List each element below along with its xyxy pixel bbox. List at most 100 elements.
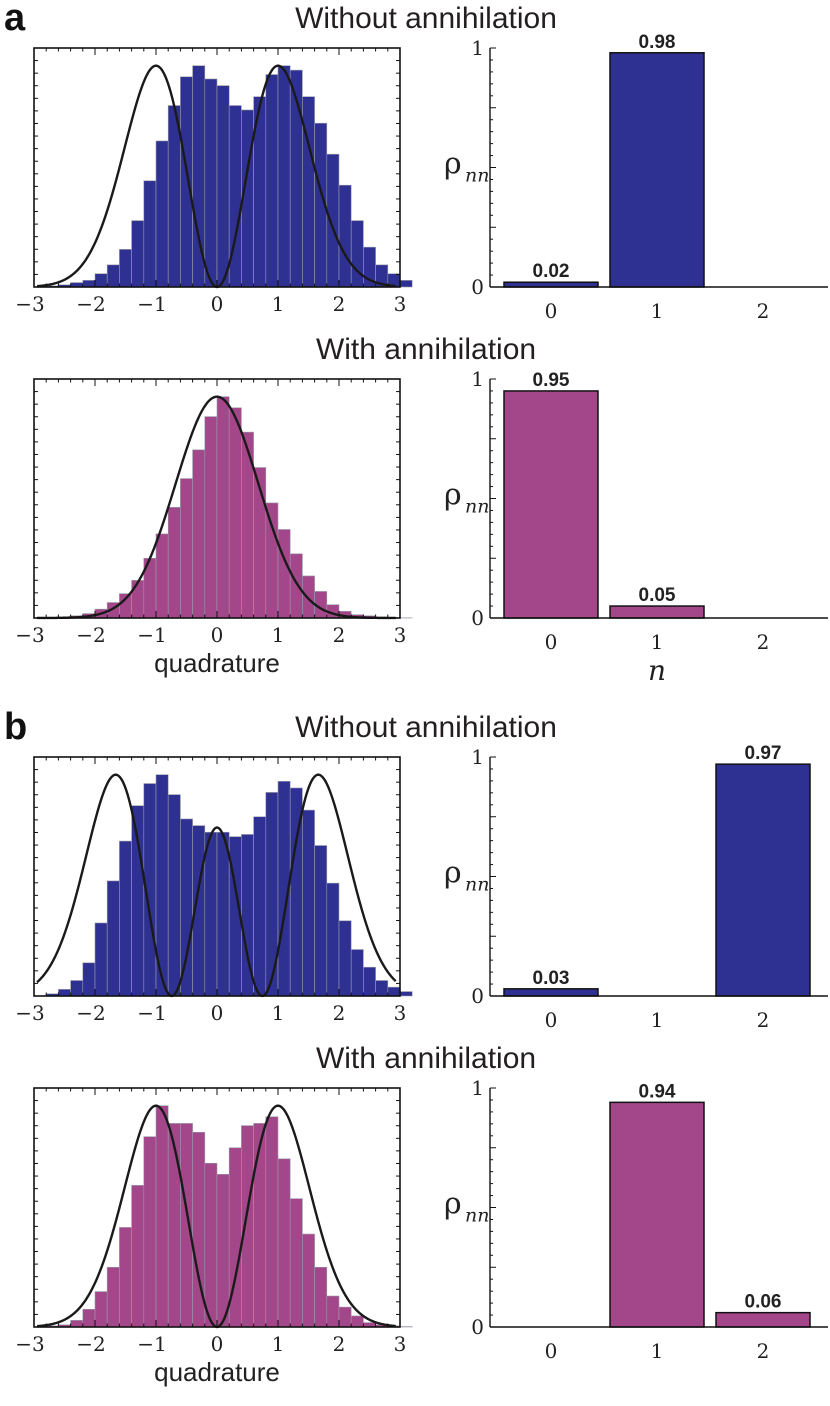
histogram-bin — [399, 991, 413, 997]
y-axis-label-subscript: nn — [465, 874, 489, 896]
bar-value-label: 0.94 — [639, 1081, 676, 1102]
histogram-bin — [253, 1123, 267, 1328]
x-tick-label: 2 — [333, 1332, 346, 1356]
x-tick-label: 1 — [272, 1332, 285, 1356]
bar-1 — [609, 605, 705, 619]
y-axis-label-subscript: nn — [465, 1205, 489, 1227]
y-axis-label: ρ — [444, 1187, 462, 1222]
y-axis-label-subscript: nn — [465, 165, 489, 187]
histogram-bin — [289, 1198, 303, 1328]
histogram-bin — [180, 76, 193, 288]
photon-number-bars: 0.02 0 0.98 1 2 0 1 ρ nn — [444, 32, 828, 323]
bar-1 — [609, 52, 705, 288]
histogram-bin — [167, 105, 181, 288]
bar-value-label: 0.06 — [745, 1292, 782, 1313]
x-tick-label: 3 — [394, 623, 407, 647]
histogram-bin — [253, 816, 267, 997]
bar-value-label: 0.02 — [533, 261, 570, 282]
histogram-bin — [192, 449, 206, 619]
x-tick-label: −1 — [137, 1001, 166, 1025]
histogram-bin — [119, 840, 132, 997]
histogram-bin — [277, 1158, 291, 1328]
histogram-bin — [350, 949, 364, 997]
x-tick-label: −1 — [137, 623, 166, 647]
bar-value-label: 0.98 — [639, 32, 676, 53]
histogram-bin — [314, 1266, 328, 1328]
x-tick-label: 1 — [272, 292, 285, 316]
row-title: Without annihilation — [295, 2, 557, 35]
histogram-bin — [94, 273, 108, 288]
bar-0 — [503, 281, 599, 288]
bar-value-label: 0.05 — [639, 585, 676, 606]
quadrature-histogram: −3 −2 −1 0 1 2 3 quadrature — [15, 1087, 413, 1387]
photon-number-bars: 0 0.94 1 0.06 2 0 1 ρ nn — [444, 1076, 828, 1363]
histogram-bin — [350, 1315, 364, 1328]
bar-category-label: 2 — [757, 299, 770, 323]
histogram-bin — [180, 1123, 193, 1328]
histogram-bin — [326, 153, 340, 288]
histogram-bin — [119, 249, 132, 288]
histogram-bin — [58, 989, 71, 997]
row-title: With annihilation — [316, 1042, 536, 1075]
histogram-bin — [82, 962, 96, 997]
bar-category-label: 2 — [757, 1008, 770, 1032]
x-tick-label: 1 — [272, 1001, 285, 1025]
x-tick-label: 3 — [394, 292, 407, 316]
bar-0 — [503, 988, 599, 997]
x-tick-label: 2 — [333, 1001, 346, 1025]
histogram-bin — [180, 818, 193, 997]
bar-value-label: 0.97 — [745, 743, 782, 764]
histogram-bin — [155, 533, 169, 619]
x-tick-label: −3 — [15, 1332, 44, 1356]
x-tick-label: −3 — [15, 623, 44, 647]
bar-category-label: 2 — [757, 1339, 770, 1363]
histogram-bin — [265, 1116, 279, 1328]
histogram-bin — [387, 986, 401, 997]
x-tick-label: −1 — [137, 292, 166, 316]
fit-curve — [37, 395, 396, 620]
y-tick-label: 1 — [471, 367, 484, 391]
quadrature-histogram: −3 −2 −1 0 1 2 3 — [15, 47, 413, 316]
histogram-bin — [167, 1123, 181, 1328]
row-title: With annihilation — [316, 333, 536, 366]
y-axis-label: ρ — [444, 147, 462, 182]
bar-category-label: 0 — [545, 1008, 558, 1032]
histogram-bin — [326, 882, 340, 997]
bar-category-label: 2 — [757, 630, 770, 654]
panel-label: a — [4, 0, 26, 39]
histogram-bin — [131, 580, 145, 619]
histogram-bin — [265, 74, 279, 288]
histogram-bin — [216, 1174, 230, 1328]
x-tick-label: 3 — [394, 1001, 407, 1025]
bar-value-label: 0.03 — [533, 968, 570, 989]
histogram-bin — [94, 922, 108, 997]
bar-value-label: 0.95 — [533, 370, 570, 391]
x-tick-label: −2 — [76, 1332, 105, 1356]
histogram-bin — [204, 416, 218, 619]
histogram-bin — [106, 1266, 120, 1328]
panel-a: a Without annihilation −3 −2 −1 0 1 2 3 0.02 0 0.98… — [4, 0, 828, 687]
quadrature-histogram: −3 −2 −1 0 1 2 3 quadrature — [15, 378, 413, 678]
histogram-bin — [302, 809, 315, 997]
histogram-bin — [338, 184, 352, 288]
x-tick-label: 3 — [394, 1332, 407, 1356]
histogram-bin — [167, 794, 181, 997]
x-tick-label: 1 — [272, 623, 285, 647]
histogram-bin — [204, 1162, 218, 1328]
photon-number-bars: 0.03 0 1 0.97 2 0 1 ρ nn — [444, 743, 828, 1032]
histogram-bin — [338, 920, 352, 997]
y-axis-label-subscript: nn — [465, 496, 489, 518]
histogram-bin — [119, 1227, 132, 1328]
x-tick-label: 0 — [211, 623, 224, 647]
histogram-bin — [277, 529, 291, 619]
histogram-bin — [70, 1320, 84, 1328]
bar-category-label: 1 — [651, 299, 664, 323]
histogram-bin — [143, 1136, 157, 1328]
row-title: Without annihilation — [295, 711, 557, 744]
bar-category-label: 1 — [651, 1008, 664, 1032]
panel-b: b Without annihilation −3 −2 −1 0 1 2 3 0.03 0 1 0.9… — [4, 706, 828, 1387]
histogram-bin — [167, 507, 181, 619]
histogram-bin — [314, 845, 328, 997]
y-tick-label: 1 — [471, 1076, 484, 1100]
